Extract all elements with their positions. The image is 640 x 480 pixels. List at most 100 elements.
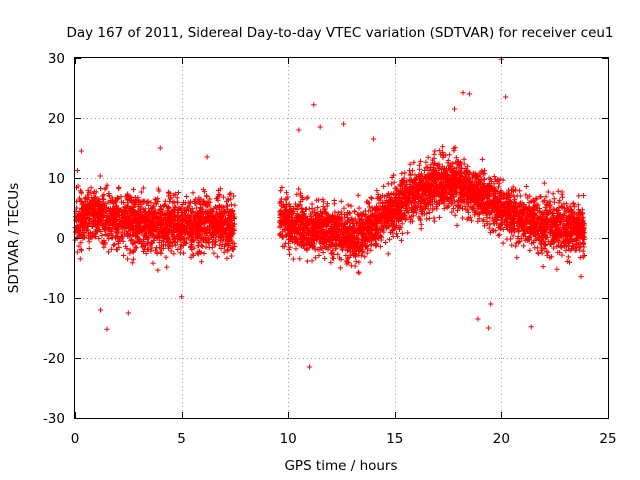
data-point [304,258,311,264]
data-point [322,255,328,262]
data-point [105,249,112,255]
data-point [576,193,582,199]
data-point [513,243,519,249]
data-point [315,205,321,211]
data-point [328,259,334,266]
data-point [431,215,437,221]
data-point [124,256,131,262]
data-point [337,265,343,271]
data-point [425,154,431,160]
data-point [155,186,161,192]
data-point [140,185,146,191]
data-point [348,203,354,209]
data-point [104,182,110,188]
data-point [199,243,205,249]
data-point [78,246,84,253]
data-point [221,244,228,250]
data-point [201,198,207,204]
data-point [171,199,177,205]
data-point [208,234,214,240]
data-point [140,248,147,255]
data-point [201,231,207,237]
data-point [331,197,337,204]
data-point [418,221,424,227]
data-point [432,148,438,154]
data-point [517,188,523,194]
data-point [148,200,154,206]
data-point [195,251,201,257]
data-point [393,231,400,237]
data-point [109,195,115,201]
data-point [118,194,124,200]
data-point [581,244,587,250]
data-point [286,251,293,257]
data-point [368,194,374,201]
data-point [156,240,162,246]
data-point [431,218,438,224]
data-point [77,256,83,262]
data-point [385,251,391,257]
data-point [559,194,566,200]
data-point [180,242,186,249]
data-point [218,245,224,252]
data-point [353,258,359,265]
data-point [399,170,405,177]
data-point [88,185,94,191]
data-point [355,192,361,199]
data-point [209,208,215,214]
data-point [206,244,212,251]
data-point [286,201,292,207]
data-point [77,197,84,203]
data-point [229,253,235,259]
data-point [74,249,80,255]
data-point [179,205,185,211]
data-point [540,264,546,270]
data-point [230,241,236,247]
data-point [479,156,486,162]
data-point [417,166,423,172]
data-point [198,259,205,265]
data-point [138,189,145,195]
data-point [452,144,458,150]
data-point [202,208,208,214]
data-point [190,190,196,196]
data-point [180,199,187,205]
data-point [214,254,220,260]
data-point [382,239,389,246]
data-point [441,206,447,212]
data-point [174,239,181,245]
data-point [439,144,446,150]
data-point [162,198,168,204]
data-series-sdtvar [72,56,588,370]
data-point [97,185,104,192]
data-point [148,248,154,254]
data-point [231,193,237,199]
data-point [309,201,315,207]
data-point [423,159,429,165]
data-point [166,242,172,249]
data-point [148,240,154,246]
data-point [97,173,103,179]
data-point [381,183,387,190]
data-point [452,212,458,218]
data-point [201,250,207,257]
data-point [374,187,380,194]
data-point [170,239,176,245]
data-point [232,202,238,208]
data-point [195,243,201,249]
data-point [377,244,383,250]
data-point [424,216,430,222]
data-point [578,274,584,280]
data-point [164,264,170,270]
data-point [163,254,169,260]
data-point [112,241,118,248]
data-point [166,237,172,243]
data-point [100,196,106,202]
data-point [120,238,126,245]
data-point [175,189,182,196]
data-point [211,250,217,256]
data-point [123,228,129,234]
data-point [175,246,181,253]
data-point [309,258,315,264]
data-point [81,215,88,221]
